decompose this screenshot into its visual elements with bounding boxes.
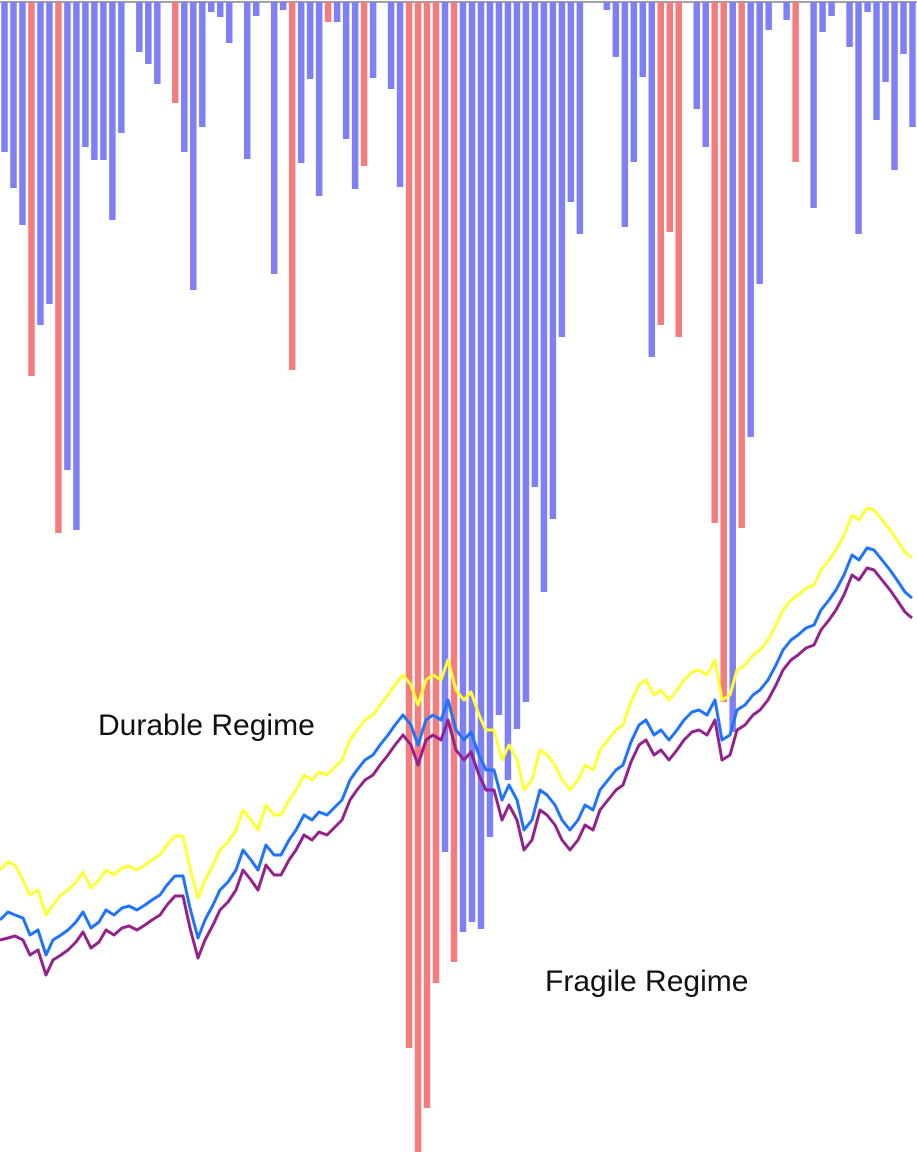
bar-67 [603, 2, 611, 10]
bar-92 [828, 2, 835, 16]
bar-63 [567, 2, 575, 202]
bar-73 [657, 2, 665, 325]
bar-0 [1, 2, 8, 152]
bar-79 [711, 2, 718, 523]
bar-17 [154, 2, 161, 84]
bar-37 [333, 2, 341, 22]
bar-50 [450, 2, 458, 962]
bar-16 [145, 2, 152, 64]
bar-33 [297, 2, 305, 163]
series-line-1 [0, 506, 913, 917]
bar-34 [306, 2, 314, 79]
bar-19 [172, 2, 179, 103]
bar-100 [900, 2, 907, 54]
bar-31 [279, 2, 287, 10]
bar-80 [720, 2, 727, 702]
bar-43 [387, 2, 395, 89]
bar-87 [783, 2, 790, 20]
bar-5 [46, 2, 53, 304]
bar-98 [882, 2, 889, 82]
bar-10 [91, 2, 98, 160]
bar-15 [136, 2, 143, 52]
bar-3 [28, 2, 35, 376]
bar-57 [513, 2, 521, 729]
bar-64 [576, 2, 584, 234]
bar-84 [756, 2, 763, 284]
bar-91 [819, 2, 826, 32]
bar-101 [909, 2, 916, 127]
bar-54 [486, 2, 494, 837]
bar-49 [441, 2, 449, 852]
bar-23 [208, 2, 215, 12]
bar-44 [396, 2, 404, 187]
bar-2 [19, 2, 26, 225]
price-lines [0, 506, 913, 977]
bar-97 [873, 2, 880, 120]
bar-38 [342, 2, 350, 139]
bar-12 [109, 2, 116, 220]
bar-90 [810, 2, 817, 208]
bar-24 [217, 2, 224, 17]
bar-25 [226, 2, 233, 43]
bar-95 [855, 2, 862, 234]
bar-13 [118, 2, 125, 133]
bar-9 [82, 2, 89, 147]
bar-77 [693, 2, 700, 109]
bar-41 [369, 2, 377, 78]
bar-22 [199, 2, 206, 127]
bar-28 [252, 2, 260, 16]
bar-39 [351, 2, 359, 189]
bar-85 [765, 2, 772, 30]
bar-83 [747, 2, 754, 437]
bar-70 [630, 2, 638, 162]
bar-88 [792, 2, 799, 162]
bar-45 [405, 2, 413, 1048]
bar-4 [37, 2, 44, 325]
bar-55 [495, 2, 503, 715]
bar-11 [100, 2, 107, 160]
bar-72 [648, 2, 656, 357]
bar-20 [181, 2, 188, 152]
bar-30 [270, 2, 278, 274]
series-line-0 [0, 546, 913, 957]
bar-62 [558, 2, 566, 337]
bar-8 [73, 2, 80, 530]
bar-68 [612, 2, 620, 57]
bar-27 [243, 2, 251, 159]
bar-96 [864, 2, 871, 12]
bar-40 [360, 2, 368, 166]
bar-53 [477, 2, 485, 929]
durable-regime-label: Durable Regime [98, 709, 315, 742]
bar-46 [414, 2, 422, 1152]
bar-7 [64, 2, 71, 470]
bar-48 [432, 2, 440, 983]
bar-74 [666, 2, 673, 232]
bar-99 [891, 2, 898, 170]
bar-47 [423, 2, 431, 1108]
bar-59 [531, 2, 539, 487]
bar-94 [846, 2, 853, 47]
bar-21 [190, 2, 197, 290]
bar-75 [675, 2, 682, 337]
bar-61 [549, 2, 557, 519]
bar-6 [55, 2, 62, 533]
bar-36 [324, 2, 332, 22]
bar-81 [729, 2, 736, 732]
bar-56 [504, 2, 512, 780]
bar-82 [738, 2, 745, 528]
bar-35 [315, 2, 323, 196]
bar-58 [522, 2, 530, 702]
bar-32 [288, 2, 296, 370]
bar-52 [468, 2, 476, 922]
bar-69 [621, 2, 629, 227]
fragile-regime-label: Fragile Regime [545, 965, 748, 998]
bar-71 [639, 2, 647, 77]
bar-51 [459, 2, 467, 932]
series-line-2 [0, 566, 913, 977]
bar-1 [10, 2, 17, 188]
bar-60 [540, 2, 548, 592]
bar-78 [702, 2, 709, 147]
